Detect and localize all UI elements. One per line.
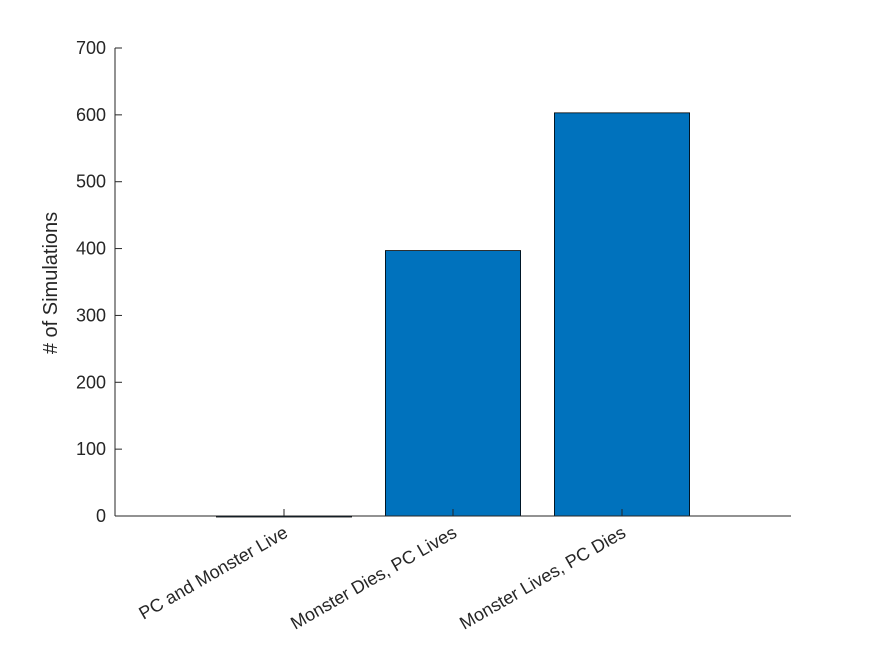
y-tick-label: 100 xyxy=(76,439,106,459)
x-tick-label: Monster Lives, PC Dies xyxy=(456,522,629,633)
y-ticks-group: 0 100 200 300 400 500 600 700 xyxy=(76,38,122,526)
y-tick-label: 200 xyxy=(76,372,106,392)
y-tick-label: 600 xyxy=(76,105,106,125)
y-tick-label: 500 xyxy=(76,172,106,192)
y-tick-label: 300 xyxy=(76,305,106,325)
x-tick-label: PC and Monster Live xyxy=(135,522,291,623)
bar-3 xyxy=(554,112,691,517)
y-axis-label: # of Simulations xyxy=(40,212,62,354)
x-tick-label: Monster Dies, PC Lives xyxy=(287,522,460,633)
y-tick-label: 0 xyxy=(96,506,106,526)
y-tick-label: 400 xyxy=(76,239,106,259)
bars-group xyxy=(215,112,691,518)
bar-2 xyxy=(384,250,521,517)
y-tick-label: 700 xyxy=(76,38,106,58)
